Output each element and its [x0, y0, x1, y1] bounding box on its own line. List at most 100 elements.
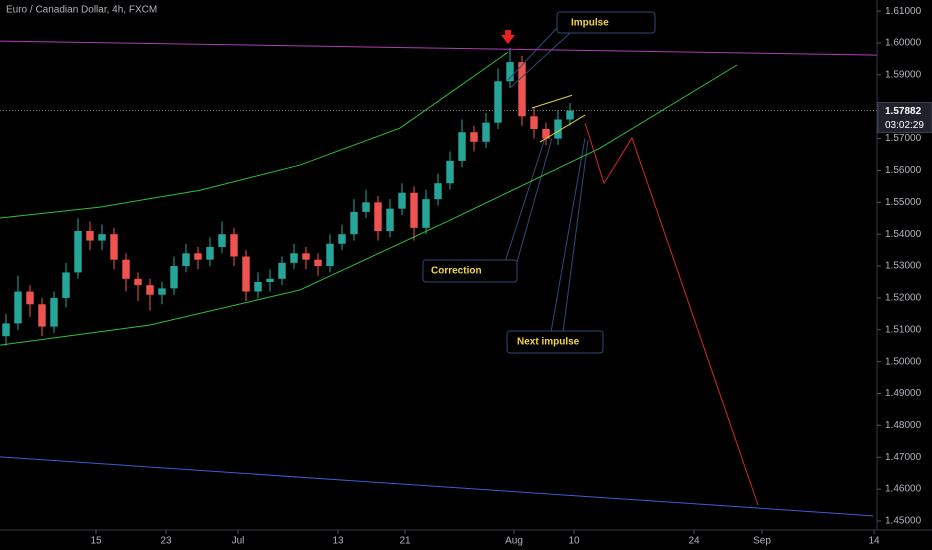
- candle-body: [374, 202, 382, 232]
- candle-body: [542, 129, 550, 139]
- trend-line: [0, 40, 878, 56]
- y-tick-label: 1.60000: [885, 38, 922, 49]
- callout-box: [506, 330, 604, 354]
- y-tick-label: 1.61000: [885, 6, 922, 17]
- x-tick-label: Sep: [753, 536, 771, 547]
- candle-body: [362, 202, 370, 212]
- candle-body: [326, 243, 334, 267]
- x-tick-label: Jul: [232, 536, 245, 547]
- y-tick-label: 1.57000: [885, 133, 922, 144]
- candle-body: [302, 253, 310, 260]
- candle-body: [290, 253, 298, 263]
- candle-body: [98, 234, 106, 241]
- candle-body: [74, 231, 82, 273]
- candle-body: [554, 119, 562, 139]
- callout-label: Impulse: [571, 18, 609, 29]
- plot: [2, 47, 574, 346]
- candle-body: [242, 256, 250, 292]
- x-tick-label: 14: [868, 536, 880, 547]
- candle-body: [62, 272, 70, 298]
- callout-connector: [504, 137, 546, 263]
- callout-connector: [507, 27, 558, 81]
- y-tick-label: 1.46000: [885, 484, 922, 495]
- candle-body: [218, 234, 226, 247]
- y-tick-label: 1.52000: [885, 293, 922, 304]
- candle-body: [206, 246, 214, 260]
- candle-body: [38, 304, 46, 327]
- candle-body: [182, 253, 190, 267]
- candle-body: [122, 259, 130, 279]
- y-tick-label: 1.53000: [885, 261, 922, 272]
- x-tick-label: 23: [160, 536, 172, 547]
- candle-body: [254, 281, 262, 292]
- candle-body: [518, 62, 526, 117]
- y-tick-label: 1.47000: [885, 452, 922, 463]
- y-tick-label: 1.59000: [885, 70, 922, 81]
- trend-line: [0, 64, 738, 346]
- candle-body: [410, 192, 418, 228]
- candle-body: [266, 278, 274, 282]
- y-tick-label: 1.45000: [885, 516, 922, 527]
- x-tick-label: 21: [399, 536, 411, 547]
- y-tick-label: 1.51000: [885, 324, 922, 335]
- candle-body: [386, 208, 394, 232]
- candle-body: [470, 132, 478, 142]
- candle-body: [50, 297, 58, 327]
- callout-label: Correction: [431, 266, 482, 277]
- candle-body: [158, 288, 166, 295]
- candle-body: [230, 234, 238, 257]
- candle-body: [566, 110, 574, 120]
- candle-body: [506, 62, 514, 82]
- candle-body: [26, 291, 34, 305]
- candle-body: [2, 323, 10, 337]
- y-tick-label: 1.48000: [885, 420, 922, 431]
- chart-title: Euro / Canadian Dollar, 4h, FXCM: [6, 5, 157, 16]
- trend-line: [584, 122, 759, 506]
- candle-body: [482, 122, 490, 142]
- candle-body: [134, 278, 142, 286]
- y-tick-label: 1.56000: [885, 165, 922, 176]
- candle-body: [422, 199, 430, 228]
- candle-body: [194, 253, 202, 260]
- candle-body: [350, 211, 358, 235]
- trend-line: [0, 456, 874, 517]
- candle-body: [110, 234, 118, 260]
- x-tick-label: 10: [568, 536, 580, 547]
- callout-connector: [562, 139, 589, 333]
- candle-body: [278, 262, 286, 279]
- trend-line: [539, 114, 586, 143]
- x-tick-label: 15: [90, 536, 102, 547]
- callout-box: [556, 11, 656, 34]
- callout-connector: [550, 137, 586, 333]
- callout-connector: [509, 32, 571, 89]
- x-tick-label: 24: [688, 536, 700, 547]
- last-price-label: 1.57882: [885, 106, 922, 117]
- candle-body: [434, 183, 442, 200]
- y-tick-label: 1.50000: [885, 356, 922, 367]
- candle-body: [446, 160, 454, 184]
- peak-arrow: [501, 30, 515, 44]
- candle-body: [458, 132, 466, 161]
- callout-connector: [516, 137, 553, 263]
- y-tick-label: 1.54000: [885, 229, 922, 240]
- candle-body: [14, 291, 22, 324]
- x-tick-label: Aug: [505, 536, 523, 547]
- candle-body: [530, 116, 538, 130]
- candle-body: [146, 285, 154, 295]
- candle-body: [338, 234, 346, 244]
- countdown-label: 03:02:29: [885, 120, 924, 131]
- callout-box: [422, 259, 518, 283]
- y-tick-label: 1.55000: [885, 197, 922, 208]
- candle-body: [494, 81, 502, 123]
- candle-body: [398, 192, 406, 209]
- candle-body: [314, 259, 322, 267]
- candle-body: [170, 266, 178, 289]
- trend-line: [531, 94, 573, 109]
- trend-line: [0, 51, 509, 219]
- callout-label: Next impulse: [517, 337, 580, 348]
- candle-body: [86, 231, 94, 241]
- last-price-tag: [877, 102, 932, 133]
- x-tick-label: 13: [332, 536, 344, 547]
